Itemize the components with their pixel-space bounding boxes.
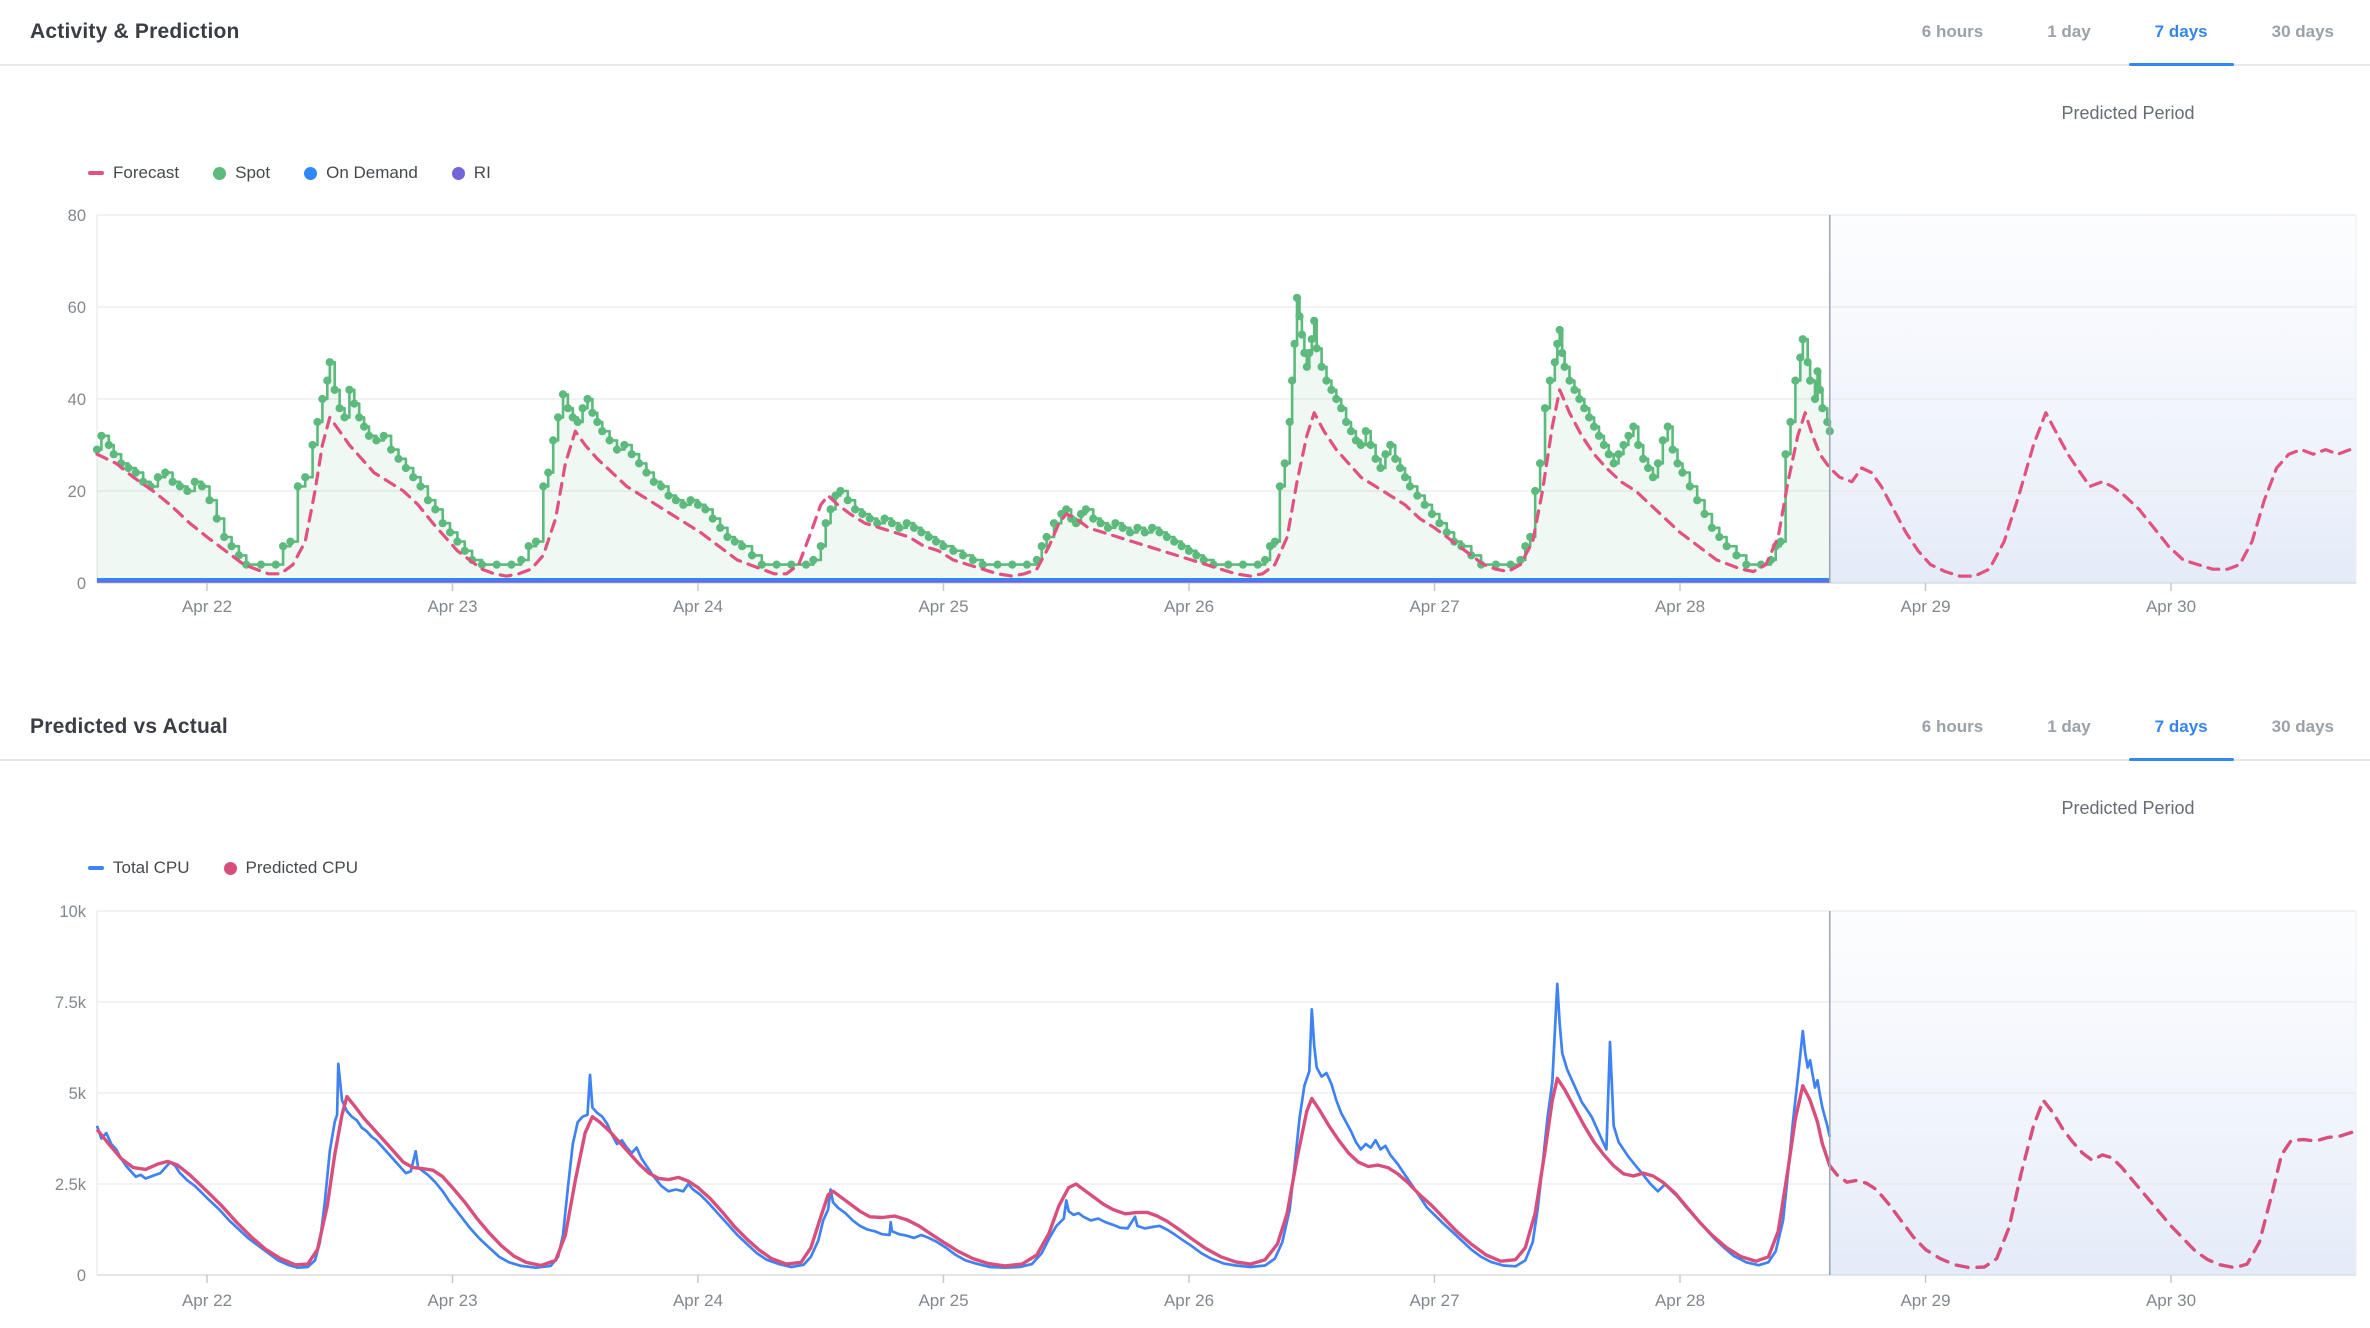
legend-label: Spot [235,163,271,182]
svg-text:Apr 25: Apr 25 [918,597,968,616]
legend-label: Forecast [113,163,180,182]
svg-text:Apr 29: Apr 29 [1900,597,1950,616]
legend-label: RI [473,163,491,182]
svg-text:Apr 23: Apr 23 [427,1291,477,1310]
on-demand-dot-icon [304,166,318,180]
predicted-period-label: Predicted Period [2061,103,2195,123]
activity-range-tabs: 6 hours 1 day 7 days 30 days [1890,0,2366,66]
legend-item-on-demand[interactable]: On Demand [304,163,418,183]
svg-text:Apr 24: Apr 24 [673,1291,723,1310]
predicted-period-label: Predicted Period [2061,798,2195,818]
svg-text:2.5k: 2.5k [55,1176,87,1194]
legend-label: Predicted CPU [245,858,358,877]
svg-text:5k: 5k [69,1085,87,1103]
legend-item-predicted-cpu[interactable]: Predicted CPU [223,858,358,878]
tab-30-days[interactable]: 30 days [2271,22,2334,41]
legend-label: On Demand [326,163,418,182]
tab-30-days[interactable]: 30 days [2271,717,2334,736]
tab-7-days[interactable]: 7 days [2123,695,2240,761]
predicted-vs-actual-panel-title: Predicted vs Actual [30,715,228,738]
svg-text:Apr 22: Apr 22 [182,1291,232,1310]
total-cpu-dash-icon [88,866,104,870]
tab-6-hours[interactable]: 6 hours [1921,717,1984,736]
tab-6-hours[interactable]: 6 hours [1921,22,1984,41]
legend-item-spot[interactable]: Spot [213,163,270,183]
tab-1-day[interactable]: 1 day [2047,22,2091,41]
svg-text:Apr 26: Apr 26 [1164,597,1214,616]
svg-text:7.5k: 7.5k [55,994,87,1012]
svg-text:80: 80 [68,207,86,225]
predicted-vs-actual-range-tabs: 6 hours 1 day 7 days 30 days [1890,695,2366,761]
svg-text:20: 20 [68,483,86,501]
svg-text:Apr 28: Apr 28 [1655,597,1705,616]
legend-item-ri[interactable]: RI [451,163,491,183]
svg-text:10k: 10k [59,903,86,921]
activity-panel-title: Activity & Prediction [30,20,240,43]
svg-text:Apr 25: Apr 25 [918,1291,968,1310]
ri-dot-icon [451,166,465,180]
svg-text:Apr 27: Apr 27 [1409,597,1459,616]
svg-text:Apr 22: Apr 22 [182,597,232,616]
predicted-vs-actual-panel-header: Predicted vs Actual 6 hours 1 day 7 days… [0,695,2370,761]
svg-text:60: 60 [68,299,86,317]
activity-panel-header: Activity & Prediction 6 hours 1 day 7 da… [0,0,2370,66]
predicted-vs-actual-legend: Total CPU Predicted CPU [88,855,358,881]
tab-1-day[interactable]: 1 day [2047,717,2091,736]
svg-text:Apr 24: Apr 24 [673,597,723,616]
forecast-dash-icon [88,171,104,175]
svg-text:Apr 29: Apr 29 [1900,1291,1950,1310]
svg-text:Apr 23: Apr 23 [427,597,477,616]
svg-text:Apr 27: Apr 27 [1409,1291,1459,1310]
svg-text:Apr 28: Apr 28 [1655,1291,1705,1310]
svg-text:0: 0 [77,575,86,593]
predicted-cpu-dot-icon [223,861,237,875]
activity-legend: Forecast Spot On Demand RI [88,160,491,186]
svg-text:Apr 30: Apr 30 [2146,597,2196,616]
legend-item-total-cpu[interactable]: Total CPU [88,858,190,878]
legend-item-forecast[interactable]: Forecast [88,163,179,183]
spot-dot-icon [213,166,227,180]
tab-7-days[interactable]: 7 days [2123,0,2240,66]
svg-text:Apr 26: Apr 26 [1164,1291,1214,1310]
legend-label: Total CPU [113,858,190,877]
svg-text:40: 40 [68,391,86,409]
svg-text:Apr 30: Apr 30 [2146,1291,2196,1310]
svg-text:0: 0 [77,1267,86,1285]
